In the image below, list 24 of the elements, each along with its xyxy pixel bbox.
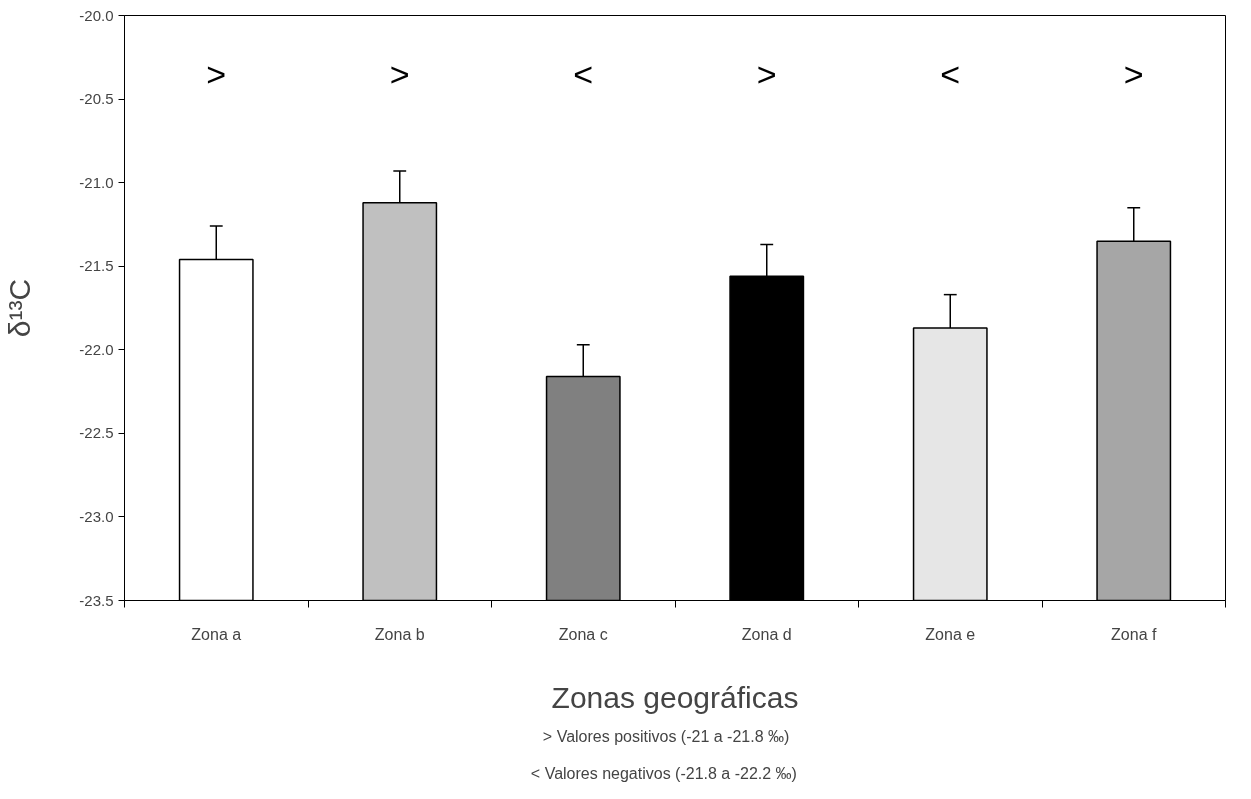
- annotation: >: [389, 55, 410, 93]
- x-tick-label: Zona d: [741, 625, 792, 643]
- text: > Valores positivos (-21 a -21.8 ‰): [542, 727, 790, 745]
- x-axis-title: Zonas geográficas: [551, 680, 799, 714]
- y-tick-label: -20.0: [79, 6, 114, 24]
- annotation: >: [1123, 55, 1144, 93]
- y-tick-label: -23.5: [79, 591, 114, 609]
- x-tick-label: Zona a: [191, 625, 242, 643]
- x-tick-label: Zona b: [374, 625, 425, 643]
- annotation: <: [573, 55, 594, 93]
- y-tick-label: -23.0: [79, 507, 114, 525]
- y-tick-label: -20.5: [79, 90, 114, 108]
- annotation: <: [940, 55, 961, 93]
- x-tick-label: Zona e: [925, 625, 976, 643]
- y-tick-label: -21.0: [79, 173, 114, 191]
- y-axis-title: δ¹³C: [3, 278, 37, 338]
- x-tick-label: Zona f: [1111, 625, 1157, 643]
- x-tick-label: Zona c: [558, 625, 608, 643]
- y-tick-label: -22.5: [79, 424, 114, 442]
- text: < Valores negativos (-21.8 a -22.2 ‰): [530, 764, 797, 782]
- y-tick-label: -21.5: [79, 257, 114, 275]
- y-tick-label: -22.0: [79, 340, 114, 358]
- annotation: >: [756, 55, 777, 93]
- annotation: >: [206, 55, 227, 93]
